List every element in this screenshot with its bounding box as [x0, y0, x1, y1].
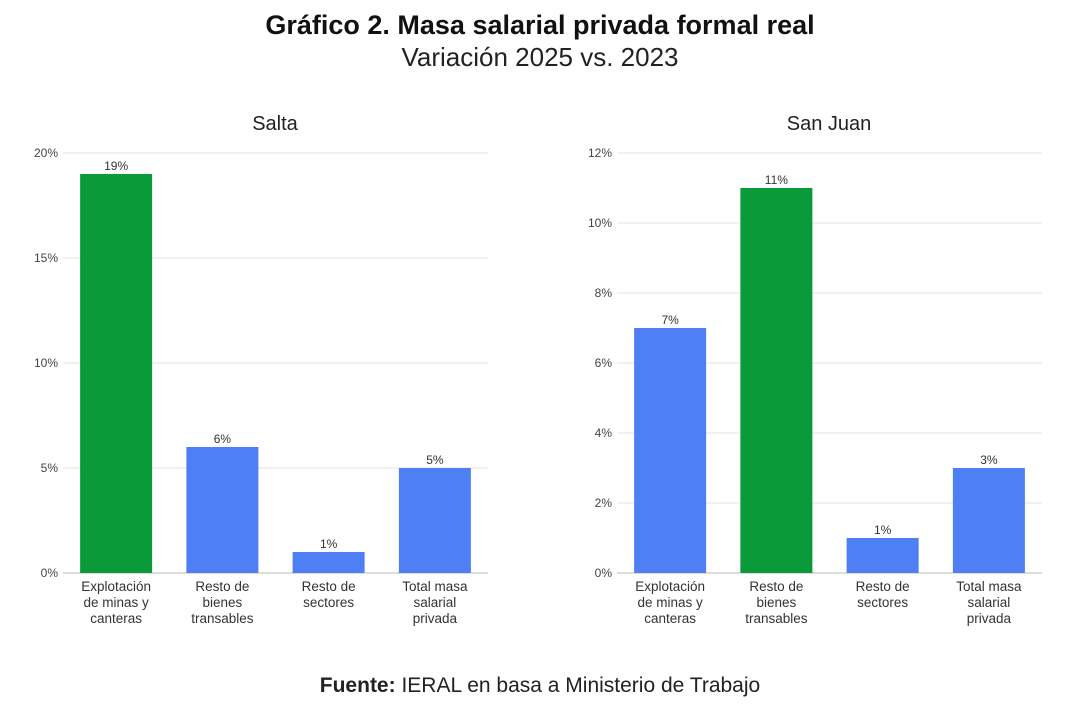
- bar-value-label: 19%: [104, 159, 128, 173]
- x-category-label: canteras: [644, 611, 696, 626]
- source-text: IERAL en basa a Ministerio de Trabajo: [401, 674, 761, 697]
- bar: [846, 538, 919, 573]
- y-tick-label: 6%: [595, 356, 613, 370]
- bar-value-label: 6%: [214, 432, 232, 446]
- bar-value-label: 7%: [661, 313, 679, 327]
- bar: [634, 328, 707, 573]
- x-category-label: Resto de: [302, 579, 356, 594]
- x-category-label: sectores: [303, 595, 354, 610]
- bar: [186, 447, 259, 573]
- bar: [80, 174, 153, 573]
- y-tick-label: 10%: [588, 216, 612, 230]
- y-tick-label: 8%: [595, 286, 613, 300]
- bar-value-label: 1%: [874, 523, 892, 537]
- chart-main-title: Gráfico 2. Masa salarial privada formal …: [265, 10, 815, 40]
- x-category-label: Explotación: [635, 579, 705, 594]
- bar-value-label: 11%: [765, 173, 788, 187]
- x-category-label: salarial: [413, 595, 456, 610]
- bar: [952, 468, 1025, 573]
- x-category-label: salarial: [967, 595, 1010, 610]
- x-category-label: Resto de: [195, 579, 249, 594]
- y-tick-label: 5%: [41, 461, 59, 475]
- bar: [740, 188, 813, 573]
- x-category-label: transables: [745, 611, 808, 626]
- bar: [292, 552, 365, 573]
- y-tick-label: 15%: [34, 251, 58, 265]
- y-tick-label: 2%: [595, 496, 613, 510]
- y-tick-label: 4%: [595, 426, 613, 440]
- chart-subtitle: Variación 2025 vs. 2023: [401, 42, 679, 72]
- bar: [398, 468, 471, 573]
- source-label: Fuente:: [319, 674, 396, 697]
- y-tick-label: 12%: [588, 146, 612, 160]
- x-category-label: privada: [413, 611, 458, 626]
- x-category-label: Resto de: [856, 579, 910, 594]
- x-category-label: Total masa: [402, 579, 468, 594]
- x-category-label: Total masa: [956, 579, 1022, 594]
- chart-title-san-juan: San Juan: [786, 113, 872, 135]
- bar-value-label: 5%: [426, 453, 444, 467]
- x-category-label: privada: [967, 611, 1012, 626]
- x-category-label: de minas y: [637, 595, 703, 610]
- x-category-label: de minas y: [83, 595, 149, 610]
- x-category-label: Resto de: [749, 579, 803, 594]
- x-category-label: bienes: [202, 595, 242, 610]
- chart-title-salta: Salta: [252, 113, 298, 135]
- x-category-label: canteras: [90, 611, 142, 626]
- x-category-label: Explotación: [81, 579, 151, 594]
- x-category-label: sectores: [857, 595, 908, 610]
- y-tick-label: 0%: [595, 566, 613, 580]
- x-category-label: bienes: [756, 595, 796, 610]
- y-tick-label: 10%: [34, 356, 58, 370]
- y-tick-label: 0%: [41, 566, 59, 580]
- bar-value-label: 3%: [980, 453, 998, 467]
- source-note: Fuente: IERAL en basa a Ministerio de Tr…: [0, 674, 1080, 698]
- bar-value-label: 1%: [320, 537, 338, 551]
- x-category-label: transables: [191, 611, 254, 626]
- y-tick-label: 20%: [34, 146, 58, 160]
